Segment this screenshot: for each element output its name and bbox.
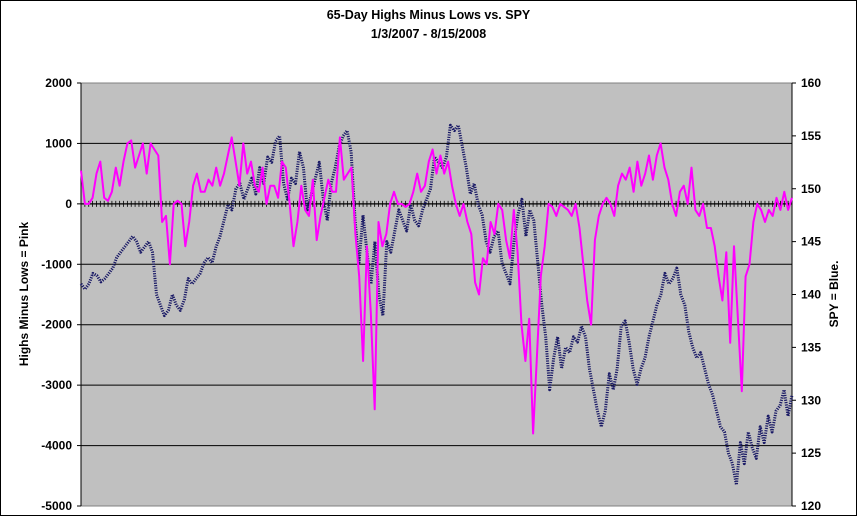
right-axis-ticks: 160 155 150 145 140 135 130 125 120 xyxy=(791,76,821,513)
left-tick-label: -5000 xyxy=(41,499,72,513)
left-tick-label: 0 xyxy=(65,197,72,211)
left-tick-label: 2000 xyxy=(45,76,72,90)
chart-subtitle: 1/3/2007 - 8/15/2008 xyxy=(370,27,487,41)
left-tick-label: -4000 xyxy=(41,439,72,453)
left-tick-label: -2000 xyxy=(41,318,72,332)
y-axis-label-right: SPY = Blue. xyxy=(827,261,841,328)
grid-lines xyxy=(81,142,792,447)
right-tick-label: 130 xyxy=(801,393,821,407)
right-tick-label: 155 xyxy=(801,129,821,143)
chart-title: 65-Day Highs Minus Lows vs. SPY xyxy=(326,8,531,22)
left-tick-label: -1000 xyxy=(41,257,72,271)
spy-series-line xyxy=(79,123,794,487)
right-tick-label: 145 xyxy=(801,235,821,249)
y-axis-label-left: Highs Minus Lows = Pink xyxy=(17,222,31,367)
right-tick-label: 140 xyxy=(801,288,821,302)
right-tick-label: 125 xyxy=(801,446,821,460)
left-axis-ticks: 2000 1000 0 -1000 -2000 -3000 -4000 -5000 xyxy=(41,76,82,513)
right-tick-label: 160 xyxy=(801,76,821,90)
left-tick-label: 1000 xyxy=(45,136,72,150)
right-tick-label: 135 xyxy=(801,340,821,354)
right-tick-label: 120 xyxy=(801,499,821,513)
series-layer xyxy=(79,123,794,487)
highs-minus-lows-series-line xyxy=(80,136,793,435)
plot-area xyxy=(80,82,793,507)
left-tick-label: -3000 xyxy=(41,378,72,392)
right-tick-label: 150 xyxy=(801,182,821,196)
